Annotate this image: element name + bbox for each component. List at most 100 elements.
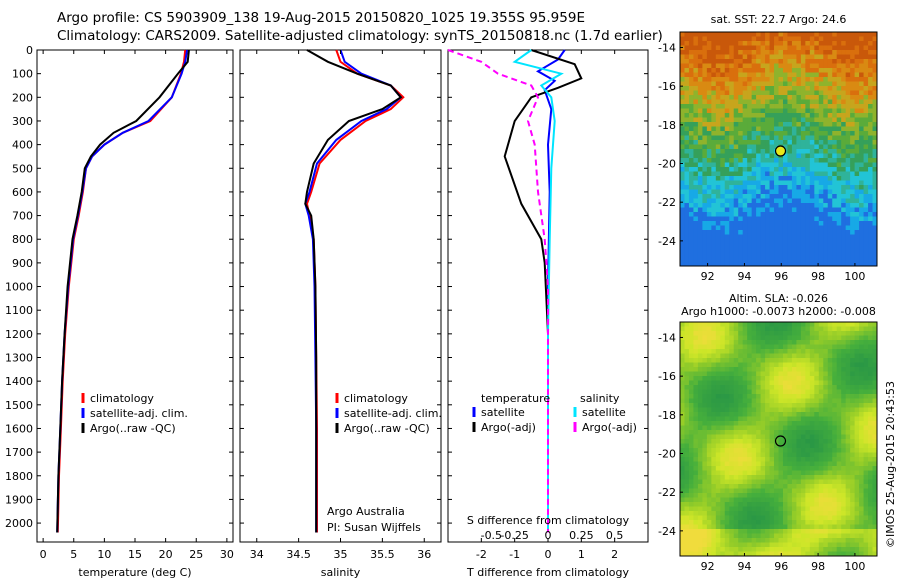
legend-entry-label: satellite <box>582 406 626 419</box>
map-lat-label: -24 <box>658 235 676 248</box>
legend-title: temperature <box>481 392 550 405</box>
figure-title-line1: Argo profile: CS 5903909_138 19-Aug-2015… <box>57 10 585 26</box>
s-tick-label: 0.5 <box>606 529 624 542</box>
x-tick-label: 10 <box>97 548 111 561</box>
x-tick-label: 30 <box>220 548 234 561</box>
map-lon-label: 96 <box>774 270 788 283</box>
legend-entry-label: Argo(..raw -QC) <box>90 422 176 435</box>
depth-tick-label: 1400 <box>5 375 33 388</box>
sla-map-subtitle: Argo h1000: -0.0073 h2000: -0.008 <box>681 305 876 318</box>
depth-tick-label: 1900 <box>5 493 33 506</box>
map-lat-label: -18 <box>658 409 676 422</box>
s-tick-label: -0.25 <box>500 529 528 542</box>
x-tick-label: -2 <box>476 548 487 561</box>
argo-position-marker <box>774 435 787 447</box>
depth-tick-label: 500 <box>12 162 33 175</box>
x-tick-label: 2 <box>611 548 618 561</box>
sla-map-field <box>680 322 878 557</box>
series-line-climatology <box>56 49 187 533</box>
depth-tick-label: 1300 <box>5 352 33 365</box>
x-tick-label: 20 <box>159 548 173 561</box>
s-tick-label: 0.25 <box>569 529 594 542</box>
map-lon-label: 92 <box>701 560 715 573</box>
map-lat-label: -22 <box>658 486 676 499</box>
series-line-argo-raw-qc- <box>304 49 403 533</box>
depth-tick-label: 800 <box>12 233 33 246</box>
map-lon-label: 98 <box>811 270 825 283</box>
sla-map-title: Altim. SLA: -0.026 <box>728 292 829 305</box>
x-tick-label: 15 <box>128 548 142 561</box>
legend-title: salinity <box>580 392 620 405</box>
legend-entry-label: satellite <box>481 406 525 419</box>
series-line-argo-adj- <box>447 49 549 533</box>
x-tick-label: 35.5 <box>370 548 395 561</box>
map-lon-label: 92 <box>701 270 715 283</box>
depth-tick-label: 700 <box>12 210 33 223</box>
series-line-satellite <box>512 49 564 533</box>
series-line-satellite-adj-clim- <box>56 49 189 533</box>
map-lat-label: -22 <box>658 196 676 209</box>
series-line-satellite-adj-clim- <box>304 49 403 533</box>
map-lon-label: 100 <box>844 270 865 283</box>
figure-title-line2: Climatology: CARS2009. Satellite-adjuste… <box>57 28 663 44</box>
legend-entry-label: satellite-adj. clim. <box>344 407 442 420</box>
map-lat-label: -14 <box>658 331 676 344</box>
plot-frame-2 <box>239 49 442 543</box>
sst-map-field <box>680 32 878 267</box>
map-lat-label: -16 <box>658 370 676 383</box>
sla-map-frame <box>679 321 878 557</box>
map-lat-label: -20 <box>658 448 676 461</box>
x-axis-label: T difference from climatology <box>466 566 629 579</box>
depth-tick-label: 0 <box>26 44 33 57</box>
depth-tick-label: 100 <box>12 68 33 81</box>
x-axis-label: temperature (deg C) <box>78 566 191 579</box>
x-tick-label: 34.5 <box>286 548 311 561</box>
depth-tick-label: 1600 <box>5 422 33 435</box>
legend-entry-label: satellite-adj. clim. <box>90 407 188 420</box>
x-tick-label: -1 <box>509 548 520 561</box>
series-line-argo-raw-qc- <box>56 49 190 533</box>
series-line-satellite <box>536 49 566 533</box>
s-axis-label: S difference from climatology <box>467 514 630 527</box>
map-lon-label: 96 <box>774 560 788 573</box>
series-line-climatology <box>305 49 405 533</box>
depth-tick-label: 1000 <box>5 281 33 294</box>
depth-tick-label: 2000 <box>5 517 33 530</box>
x-tick-label: 36 <box>417 548 431 561</box>
annotation-line: PI: Susan Wijffels <box>327 521 421 534</box>
map-lat-label: -16 <box>658 80 676 93</box>
x-axis-label: salinity <box>321 566 361 579</box>
depth-tick-label: 1500 <box>5 399 33 412</box>
depth-tick-label: 300 <box>12 115 33 128</box>
map-lon-label: 94 <box>737 560 751 573</box>
map-lon-label: 98 <box>811 560 825 573</box>
x-tick-label: 34 <box>250 548 264 561</box>
depth-tick-label: 1800 <box>5 470 33 483</box>
depth-tick-label: 200 <box>12 91 33 104</box>
map-lon-label: 94 <box>737 270 751 283</box>
series-line-argo-adj- <box>503 49 583 533</box>
depth-tick-label: 1700 <box>5 446 33 459</box>
sst-map-title: sat. SST: 22.7 Argo: 24.6 <box>710 13 847 26</box>
depth-tick-label: 1200 <box>5 328 33 341</box>
depth-tick-label: 400 <box>12 139 33 152</box>
annotation-line: Argo Australia <box>327 505 405 518</box>
legend-entry-label: Argo(-adj) <box>582 421 637 434</box>
legend-entry-label: Argo(..raw -QC) <box>344 422 430 435</box>
map-lat-label: -20 <box>658 158 676 171</box>
x-tick-label: 25 <box>189 548 203 561</box>
depth-tick-label: 900 <box>12 257 33 270</box>
legend-entry-label: Argo(-adj) <box>481 421 536 434</box>
legend-entry-label: climatology <box>90 392 154 405</box>
legend-entry-label: climatology <box>344 392 408 405</box>
map-lat-label: -24 <box>658 525 676 538</box>
map-lat-label: -18 <box>658 119 676 132</box>
map-lat-label: -14 <box>658 41 676 54</box>
argo-position-marker <box>774 145 787 157</box>
x-tick-label: 5 <box>70 548 77 561</box>
sst-map-frame <box>679 31 878 267</box>
x-tick-label: 0 <box>545 548 552 561</box>
s-tick-label: 0 <box>545 529 552 542</box>
x-tick-label: 35 <box>334 548 348 561</box>
